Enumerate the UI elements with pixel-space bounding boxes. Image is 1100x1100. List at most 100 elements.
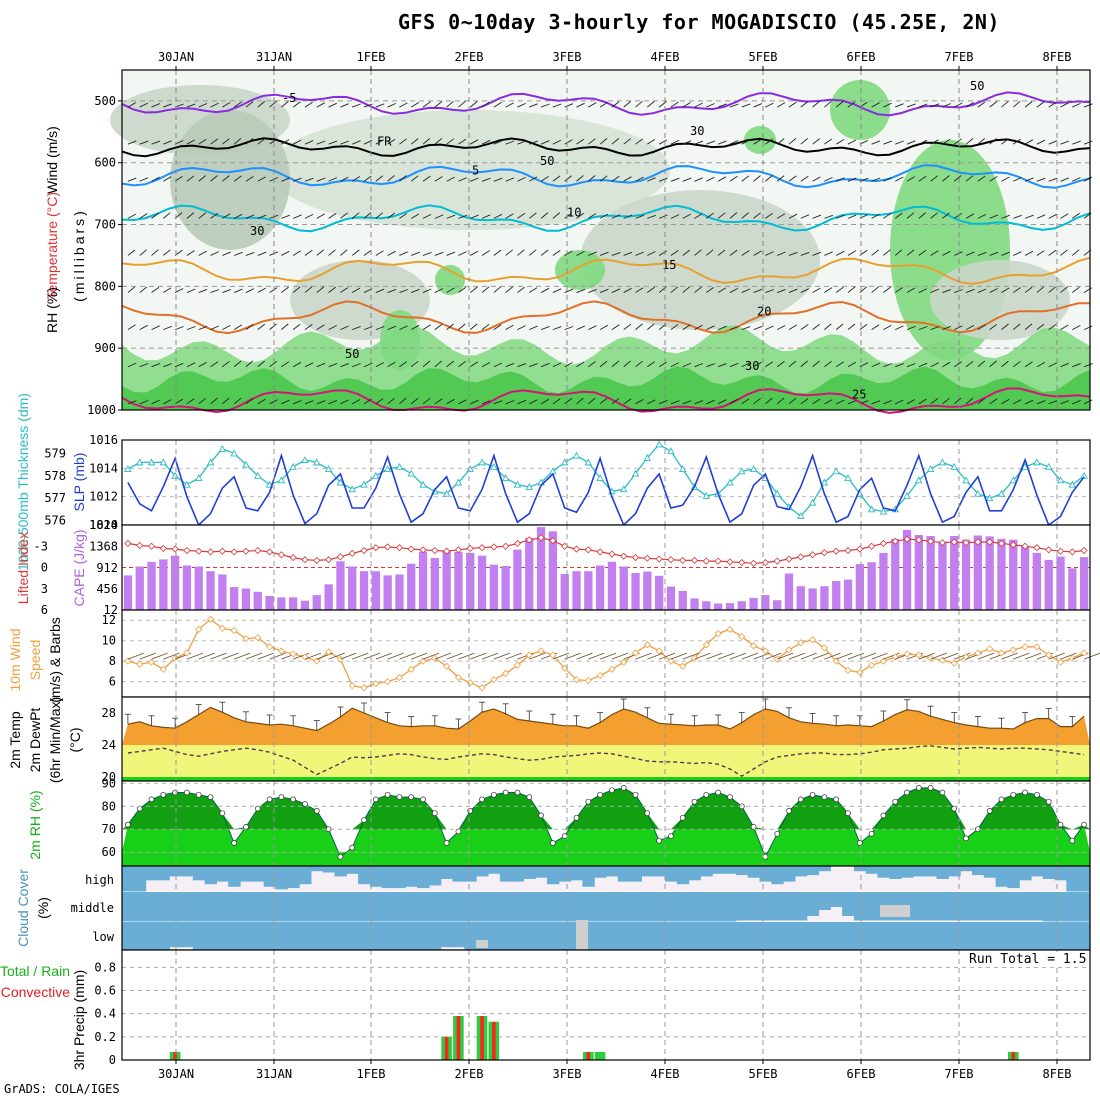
wind-barb <box>316 286 325 293</box>
thickness-marker <box>962 476 970 484</box>
rh-marker <box>774 830 781 837</box>
rh-marker <box>609 787 615 794</box>
wind-barb <box>387 397 395 405</box>
wind-barb <box>871 140 881 145</box>
wind-barb <box>470 250 479 256</box>
wind-speed-marker <box>431 654 439 662</box>
wind-barb <box>682 213 691 219</box>
thickness-marker <box>619 485 628 493</box>
li-marker <box>667 556 675 564</box>
wind-speed-marker <box>490 676 498 684</box>
cloud-bar <box>972 866 985 876</box>
wind-barb <box>493 400 503 405</box>
wind-barb <box>1024 399 1034 405</box>
wind-barb <box>989 398 998 405</box>
cloud-bar <box>1007 892 1020 921</box>
wind-barb <box>174 103 184 108</box>
cloud-bar <box>381 922 395 950</box>
wind-barb <box>623 176 632 182</box>
li-marker <box>407 545 415 553</box>
cloud-bar <box>653 922 666 950</box>
wind-barb <box>375 103 385 108</box>
cape-bar <box>525 537 534 610</box>
isotherm-line <box>121 137 1091 158</box>
li-marker <box>749 559 758 567</box>
wind-barb <box>847 361 857 368</box>
rh-marker <box>620 785 627 791</box>
wind-barb <box>340 325 349 331</box>
wind-barb <box>316 177 326 182</box>
li-marker <box>502 542 510 550</box>
wind-barb <box>741 139 750 145</box>
rh-marker <box>679 814 686 821</box>
wind-barb <box>989 323 998 330</box>
wind-barb <box>588 288 597 293</box>
wind-barb <box>1083 103 1093 108</box>
wind-speed-marker <box>809 636 817 644</box>
wind-barb <box>505 140 515 145</box>
li-marker <box>242 547 250 555</box>
wind-barb <box>1048 177 1058 182</box>
cloud-bar <box>216 922 229 950</box>
wind-barb <box>446 214 456 219</box>
wind-barb <box>835 323 844 330</box>
cape-bar <box>466 552 475 610</box>
x-tick-label-bottom: 8FEB <box>1043 1067 1072 1081</box>
wind-barb <box>434 323 443 330</box>
wind-barb <box>682 249 691 256</box>
wind-barb <box>399 289 409 293</box>
wind-barb <box>493 249 502 256</box>
wind-barb <box>528 249 537 256</box>
wind-barb <box>304 140 314 145</box>
cloud-bar <box>322 866 336 873</box>
wind-barb <box>269 399 278 405</box>
wind-barb <box>1060 140 1070 145</box>
wind-barb <box>1013 287 1021 293</box>
rh-marker <box>231 840 237 846</box>
wind-barb <box>647 399 656 405</box>
cloud-bar <box>417 866 430 889</box>
wind-barb <box>611 288 621 293</box>
thickness-marker <box>348 485 356 493</box>
cloud-bar <box>216 866 229 882</box>
cape-bar <box>171 555 180 610</box>
wind-barb <box>352 325 361 331</box>
wind-barb <box>304 400 314 405</box>
surface-wind-barb <box>163 652 180 660</box>
rh-marker <box>313 808 320 814</box>
rh-marker <box>1081 821 1087 828</box>
rh-marker <box>845 810 851 817</box>
cloud-bar <box>924 922 938 950</box>
wind-barb <box>505 177 515 182</box>
li-marker <box>1021 542 1029 550</box>
wind-barb <box>1060 400 1070 405</box>
wind-barb <box>505 324 514 331</box>
cape-bar <box>359 571 369 610</box>
wind-barb <box>1036 362 1046 368</box>
rh-marker <box>502 789 509 796</box>
cloud-bar <box>275 892 288 922</box>
wind-barb <box>163 325 172 331</box>
cloud-bar <box>393 892 406 922</box>
cape-bar <box>631 573 640 610</box>
cloud-bar <box>735 922 749 950</box>
cloud-bar <box>1031 866 1044 877</box>
wind-barb <box>623 101 631 108</box>
cape-bar <box>336 561 345 610</box>
wind-barb <box>895 103 904 108</box>
wind-barb <box>824 360 832 368</box>
cloud-bar <box>948 866 961 877</box>
x-tick-label-top: 7FEB <box>945 50 974 64</box>
isotherm-label: 25 <box>852 388 866 402</box>
wind-barb <box>1001 176 1010 182</box>
wind-barb <box>706 363 715 368</box>
cloud-bar <box>322 922 336 950</box>
surface-wind-barb <box>340 652 357 660</box>
cloud-bar <box>889 922 902 950</box>
cloud-bar <box>240 922 253 950</box>
wind-barb <box>588 251 597 256</box>
rh-marker <box>868 830 875 837</box>
li-marker <box>478 544 486 552</box>
surface-wind-barb <box>1024 652 1042 660</box>
rh-marker <box>786 808 792 814</box>
